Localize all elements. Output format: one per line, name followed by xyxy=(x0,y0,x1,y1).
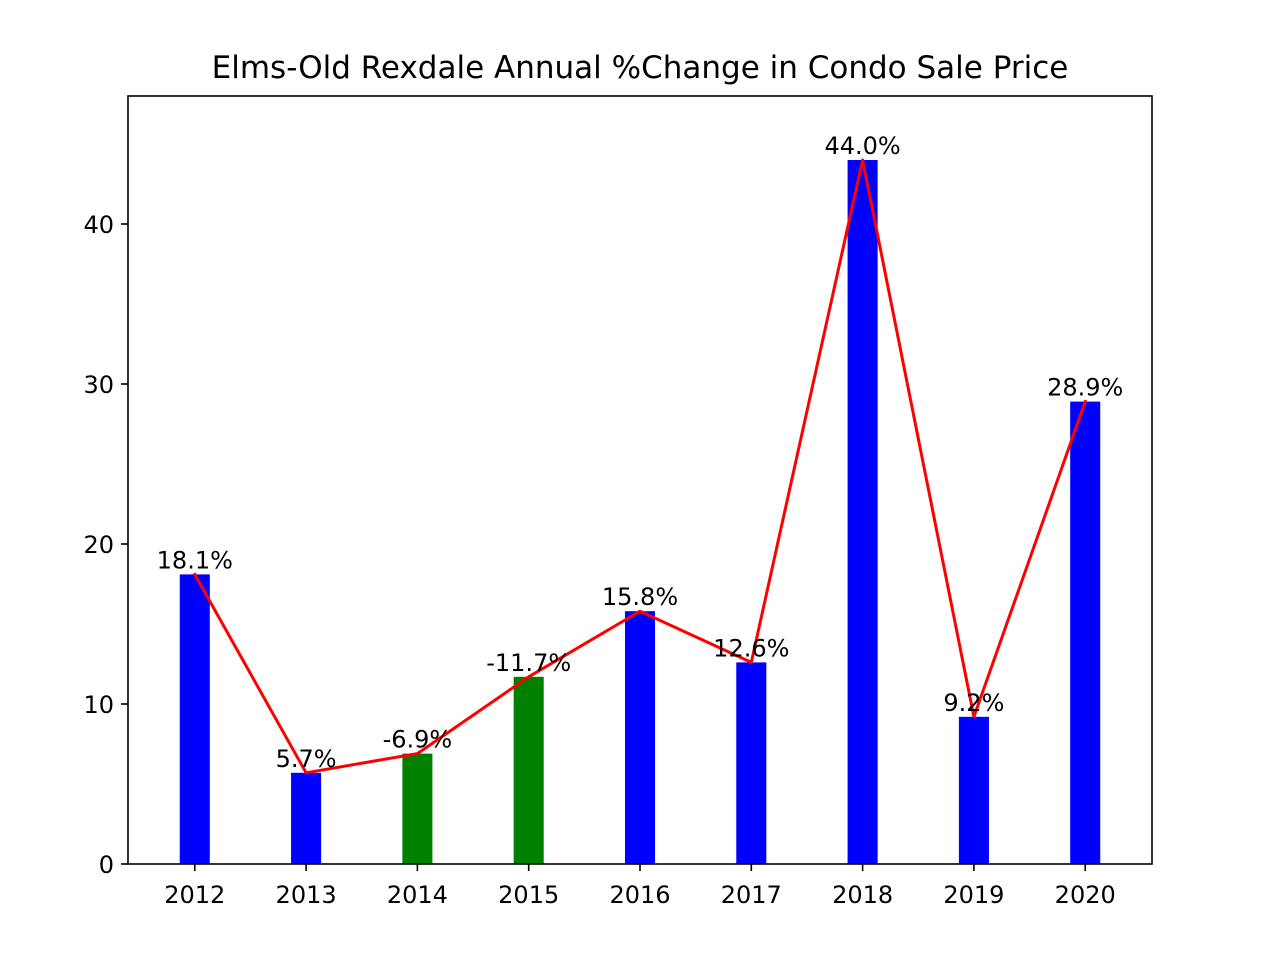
bar-2016 xyxy=(624,611,656,864)
x-tick-label-2019: 2019 xyxy=(943,881,1004,909)
data-label-2016: 15.8% xyxy=(602,583,678,611)
bar-2019 xyxy=(958,716,989,864)
bar-2015 xyxy=(513,676,544,864)
y-tick-label-30: 30 xyxy=(83,371,114,399)
data-labels-layer: 18.1% 5.7% -6.9% -11.7% 15.8% 12.6% 44.0% 9.2% 2… xyxy=(157,132,1124,773)
bar-2018 xyxy=(847,160,878,864)
x-axis-ticks: 2012 2013 2014 2015 2016 2017 2018 2019 2020 xyxy=(164,864,1116,909)
bar-2017 xyxy=(736,662,767,864)
x-tick-label-2015: 2015 xyxy=(498,881,559,909)
y-tick-label-20: 20 xyxy=(83,531,114,559)
bar-2012 xyxy=(179,574,210,864)
x-tick-label-2017: 2017 xyxy=(721,881,782,909)
x-tick-label-2014: 2014 xyxy=(387,881,448,909)
data-label-2013: 5.7% xyxy=(276,745,337,773)
bar-2013 xyxy=(291,772,322,864)
data-label-2017: 12.6% xyxy=(713,634,789,662)
x-tick-label-2012: 2012 xyxy=(164,881,225,909)
data-label-2020: 28.9% xyxy=(1047,374,1123,402)
data-label-2012: 18.1% xyxy=(157,546,233,574)
y-tick-label-40: 40 xyxy=(83,211,114,239)
bars-layer xyxy=(179,160,1101,864)
x-tick-label-2013: 2013 xyxy=(276,881,337,909)
x-tick-label-2016: 2016 xyxy=(609,881,670,909)
x-tick-label-2018: 2018 xyxy=(832,881,893,909)
trend-line xyxy=(192,158,1088,775)
bar-2014 xyxy=(402,753,433,864)
x-tick-label-2020: 2020 xyxy=(1055,881,1116,909)
data-label-2014: -6.9% xyxy=(383,726,453,754)
y-axis-ticks: 0 10 20 30 40 xyxy=(83,211,128,879)
trend-line-layer xyxy=(192,158,1088,775)
data-label-2019: 9.2% xyxy=(943,689,1004,717)
chart-title: Elms-Old Rexdale Annual %Change in Condo… xyxy=(212,50,1069,86)
data-label-2015: -11.7% xyxy=(486,649,571,677)
bar-2020 xyxy=(1070,401,1101,864)
y-tick-label-10: 10 xyxy=(83,691,114,719)
data-label-2018: 44.0% xyxy=(824,132,900,160)
y-tick-label-0: 0 xyxy=(99,851,114,879)
